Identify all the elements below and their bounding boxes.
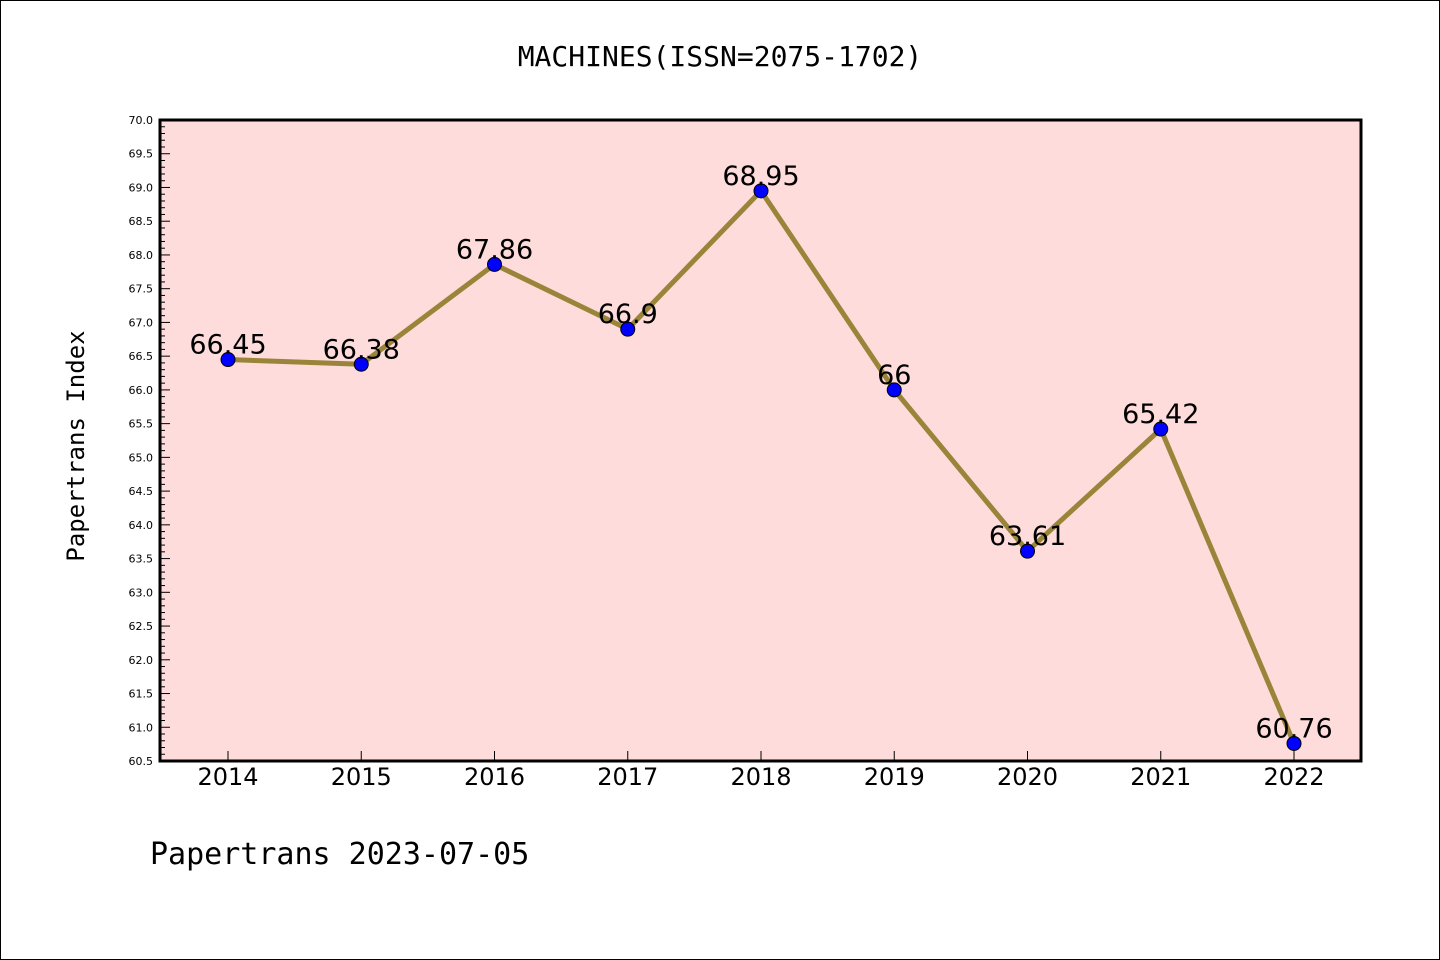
data-point-2018 (753, 183, 769, 199)
y-tick-label: 63.5 (129, 553, 154, 566)
data-label-2015: 66.38 (323, 334, 400, 365)
y-tick-label: 66.5 (129, 350, 154, 363)
x-tick-label: 2017 (597, 763, 658, 791)
y-tick-label: 65.0 (129, 451, 154, 464)
plot-area (160, 120, 1361, 761)
data-label-2017: 66.9 (598, 299, 658, 330)
data-label-2021: 65.42 (1122, 399, 1199, 430)
data-label-2020: 63.61 (989, 521, 1066, 552)
x-tick-label: 2020 (997, 763, 1058, 791)
y-tick-label: 64.5 (129, 485, 154, 498)
x-axis: 2014 2015 2016 2017 2018 2019 2020 2021 2022 (197, 751, 1325, 791)
y-tick-label: 68.0 (129, 249, 154, 262)
data-label-2016: 67.86 (456, 234, 533, 265)
y-tick-label: 62.5 (129, 620, 154, 633)
y-tick-label: 60.5 (129, 755, 154, 768)
x-tick-label: 2016 (464, 763, 525, 791)
data-point-2017 (620, 321, 636, 337)
y-tick-label: 67.0 (129, 316, 154, 329)
y-tick-label: 69.0 (129, 181, 154, 194)
data-point-2016 (487, 256, 502, 272)
x-tick-label: 2021 (1130, 763, 1191, 791)
data-point-2014 (220, 352, 236, 368)
y-axis-label: Papertrans Index (62, 330, 90, 561)
y-tick-label: 65.5 (129, 418, 154, 431)
y-tick-label: 70.0 (129, 114, 154, 127)
y-tick-label: 61.5 (129, 688, 154, 701)
data-point-2020 (1020, 543, 1035, 559)
data-point-2021 (1153, 421, 1169, 437)
y-tick-label: 64.0 (129, 519, 154, 532)
x-tick-label: 2015 (331, 763, 392, 791)
y-tick-label: 62.0 (129, 654, 154, 667)
data-point-2022 (1286, 735, 1302, 751)
plot-border (158, 118, 1363, 763)
data-label-2014: 66.45 (189, 330, 266, 361)
x-tick-label: 2014 (197, 763, 258, 791)
data-labels: 66.45 66.38 67.86 66.9 68.95 66 63.61 65.42 60.7… (189, 161, 1332, 745)
data-label-2022: 60.76 (1255, 713, 1332, 744)
y-tick-label: 67.5 (129, 283, 154, 296)
footer-source-date: Papertrans 2023-07-05 (150, 837, 529, 872)
y-tick-label: 61.0 (129, 721, 154, 734)
y-tick-label: 66.0 (129, 384, 154, 397)
y-tick-label: 63.0 (129, 586, 154, 599)
x-tick-label: 2019 (864, 763, 925, 791)
x-tick-label: 2022 (1263, 763, 1324, 791)
data-point-2015 (353, 356, 369, 372)
data-label-2019: 66 (877, 360, 911, 391)
y-tick-label: 68.5 (129, 215, 154, 228)
y-tick-label: 69.5 (129, 148, 154, 161)
data-label-2018: 68.95 (722, 161, 799, 192)
chart-title: MACHINES(ISSN=2075-1702) (518, 40, 923, 73)
series-layer (220, 183, 1302, 751)
y-axis: 60.5 61.0 61.5 62.0 62.5 63.0 63.5 64.0 64.5 65.0… (129, 114, 170, 768)
data-point-2019 (886, 382, 902, 398)
x-tick-label: 2018 (730, 763, 791, 791)
